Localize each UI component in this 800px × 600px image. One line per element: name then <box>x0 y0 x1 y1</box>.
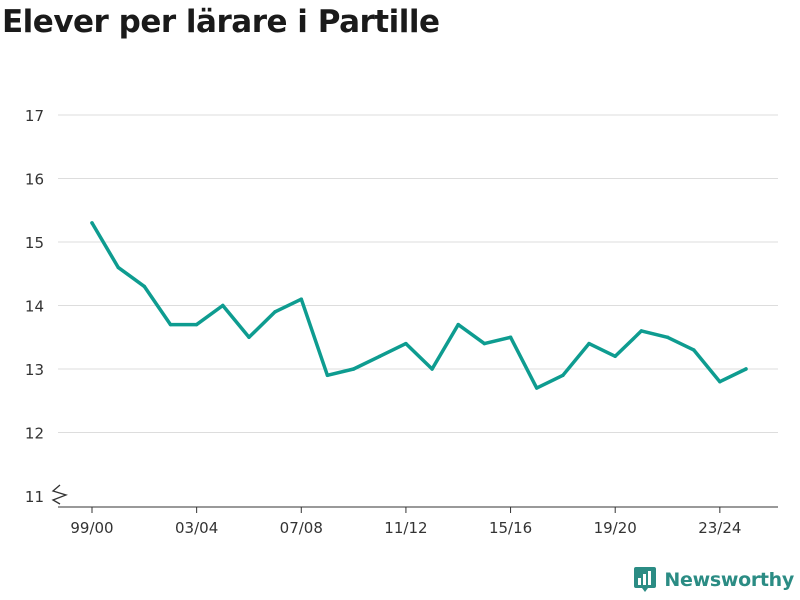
data-point <box>482 341 487 346</box>
x-tick-label: 11/12 <box>384 519 427 537</box>
y-axis-ticks: 11 12 13 14 15 16 17 <box>25 107 44 506</box>
brand-name: Newsworthy <box>664 569 794 591</box>
data-point <box>404 341 408 346</box>
y-tick-label: 17 <box>25 107 44 125</box>
y-tick-label: 16 <box>25 171 44 189</box>
y-tick-label: 12 <box>25 425 44 443</box>
y-tick-label: 15 <box>25 234 44 252</box>
data-point <box>168 322 173 327</box>
data-point <box>613 354 617 358</box>
y-tick-label: 13 <box>25 361 44 379</box>
data-point <box>561 373 565 378</box>
data-point <box>221 303 225 308</box>
y-tick-label: 11 <box>25 488 44 506</box>
series-line <box>90 221 748 390</box>
x-axis <box>51 484 778 508</box>
data-point <box>247 335 251 339</box>
x-tick-label: 15/16 <box>489 519 532 537</box>
x-tick-label: 03/04 <box>175 519 218 537</box>
data-point <box>587 341 591 346</box>
data-point <box>142 284 147 289</box>
data-point <box>351 367 356 371</box>
brand: Newsworthy <box>632 566 794 594</box>
newsworthy-logo-icon <box>634 567 657 592</box>
chart-title: Elever per lärare i Partille <box>2 4 440 40</box>
series-group <box>90 221 748 390</box>
x-tick-label: 99/00 <box>70 519 113 537</box>
data-point <box>116 265 120 270</box>
data-point <box>639 329 644 333</box>
data-point <box>456 322 460 327</box>
data-point <box>194 322 199 327</box>
y-tick-label: 14 <box>25 298 44 316</box>
x-tick-label: 07/08 <box>280 519 323 537</box>
data-point <box>90 221 94 225</box>
data-point <box>430 367 434 371</box>
data-point <box>273 310 277 314</box>
data-point <box>299 297 303 301</box>
data-point <box>508 335 513 339</box>
data-point <box>535 386 539 390</box>
x-axis-ticks: 99/00 03/04 07/08 11/12 15/16 19/20 23/24 <box>70 507 741 537</box>
data-point <box>718 380 722 384</box>
grid-lines <box>58 114 778 433</box>
data-point <box>325 373 330 378</box>
data-point <box>691 348 696 352</box>
axis-break-icon <box>51 484 68 505</box>
x-tick-label: 19/20 <box>594 519 637 537</box>
data-point <box>665 335 670 339</box>
x-tick-label: 23/24 <box>698 519 741 537</box>
data-point <box>744 367 748 371</box>
data-point <box>378 354 382 358</box>
